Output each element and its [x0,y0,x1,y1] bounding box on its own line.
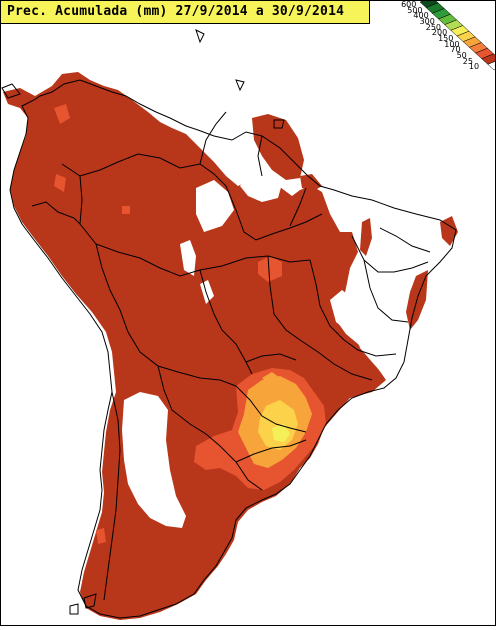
legend: 600 500 400 300 250 200 150 100 70 50 25 10 [396,0,496,72]
state-border [363,259,409,323]
legend-label: 25 [462,56,473,66]
state-border [225,185,323,241]
dry-area [240,156,282,202]
orange-area [122,206,130,214]
legend-label: 600 [401,0,417,9]
dry-area [330,290,356,332]
state-border [267,255,373,381]
state-border [257,135,263,177]
dry-area [94,478,100,520]
legend-label: 10 [468,62,480,72]
country-border [79,175,311,277]
island-outline [195,29,205,44]
state-border [199,111,227,165]
legend-label: 300 [419,16,435,26]
legend-label: 500 [407,5,423,15]
dry-areas [94,104,406,528]
dry-area [180,104,248,156]
country-border [95,243,237,387]
orange-area [96,528,106,544]
dry-area [196,180,234,232]
heavy-rain-area [3,72,386,620]
state-border [351,235,429,273]
state-border [309,259,345,341]
state-border [245,353,297,363]
state-border [379,227,431,253]
dry-area [180,240,196,276]
pale-yellow-area [272,424,290,442]
orange-area [258,256,282,282]
dry-area [122,392,186,528]
legend-label: 200 [431,28,448,38]
island-outline [235,79,245,92]
country-border [235,385,307,433]
dry-area [200,280,214,304]
legend-label: 400 [413,11,429,21]
orange-area [54,104,70,124]
legend-label: 100 [444,39,460,49]
state-border [343,339,397,357]
legend-label: 250 [425,22,442,32]
heavy-rain-area [300,174,322,192]
country-border [157,365,263,491]
legend-label: 50 [456,50,467,60]
legend-label: 150 [438,33,454,43]
orange-area [54,174,66,192]
dry-area [356,326,406,380]
state-border [235,439,307,463]
legend-swatch [481,53,496,65]
state-border [289,187,307,227]
light-orange-area [262,372,280,386]
country-border [31,201,81,225]
legend-color-wedge [419,0,496,71]
heavy-rain-area [360,218,372,256]
map-title-banner: Prec. Acumulada (mm) 27/9/2014 a 30/9/20… [0,0,370,24]
island-outline [1,83,21,99]
heavy-rain-area [440,216,458,246]
political-boundaries [1,29,457,619]
country-border [61,153,227,187]
map-title: Prec. Acumulada (mm) 27/9/2014 a 30/9/20… [7,4,345,19]
island-outline [273,119,285,129]
country-border [103,391,121,601]
island-outline [83,593,97,609]
rain-maxima [54,104,326,544]
island-outline [69,603,79,615]
coastline [9,79,457,619]
legend-label: 70 [450,45,461,55]
